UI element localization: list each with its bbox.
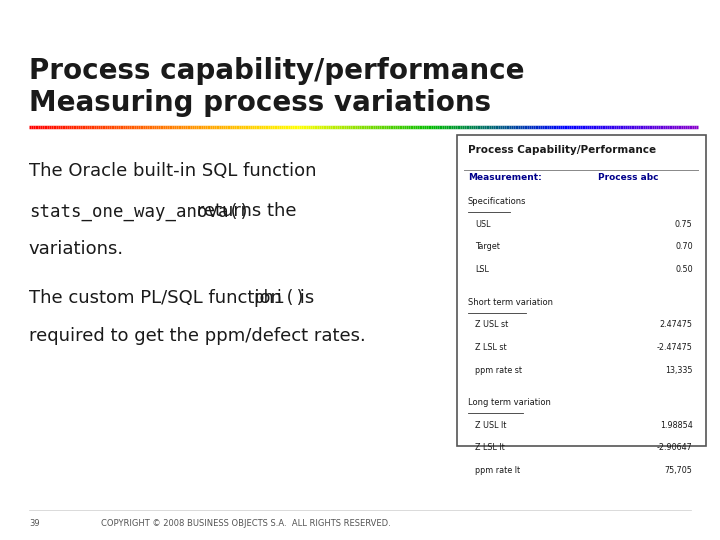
Text: Measurement:: Measurement: [468,173,541,182]
Text: required to get the ppm/defect rates.: required to get the ppm/defect rates. [29,327,366,345]
Text: USL: USL [475,220,491,229]
Text: 0.70: 0.70 [675,242,693,252]
Text: Target: Target [475,242,500,252]
Text: 75,705: 75,705 [665,466,693,475]
Text: 39: 39 [29,519,40,529]
Text: 1.98854: 1.98854 [660,421,693,430]
Text: ppm rate lt: ppm rate lt [475,466,521,475]
Text: ppm rate st: ppm rate st [475,366,522,375]
Text: is: is [294,289,314,307]
Text: stats_one_way_anova(): stats_one_way_anova() [29,202,249,221]
Text: Process capability/performance: Process capability/performance [29,57,524,85]
Text: Z USL lt: Z USL lt [475,421,507,430]
Text: Process abc: Process abc [598,173,658,182]
Text: Process Capability/Performance: Process Capability/Performance [468,145,656,155]
Text: Z LSL lt: Z LSL lt [475,443,505,453]
Text: phi(): phi() [253,289,306,307]
Text: Z USL st: Z USL st [475,320,508,329]
Text: variations.: variations. [29,240,124,258]
Text: 0.75: 0.75 [675,220,693,229]
Text: The custom PL/SQL function: The custom PL/SQL function [29,289,287,307]
Text: -2.90647: -2.90647 [657,443,693,453]
Text: Measuring process variations: Measuring process variations [29,89,491,117]
Text: 0.50: 0.50 [675,265,693,274]
Text: COPYRIGHT © 2008 BUSINESS OBJECTS S.A.  ALL RIGHTS RESERVED.: COPYRIGHT © 2008 BUSINESS OBJECTS S.A. A… [101,519,390,529]
Text: LSL: LSL [475,265,489,274]
Text: -2.47475: -2.47475 [657,343,693,352]
Text: The Oracle built-in SQL function: The Oracle built-in SQL function [29,162,316,180]
Text: Long term variation: Long term variation [468,398,551,407]
Text: 13,335: 13,335 [665,366,693,375]
Text: returns the: returns the [191,202,297,220]
FancyBboxPatch shape [457,135,706,446]
Text: Short term variation: Short term variation [468,298,553,307]
Text: Z LSL st: Z LSL st [475,343,507,352]
Text: Specifications: Specifications [468,197,526,206]
Text: 2.47475: 2.47475 [660,320,693,329]
